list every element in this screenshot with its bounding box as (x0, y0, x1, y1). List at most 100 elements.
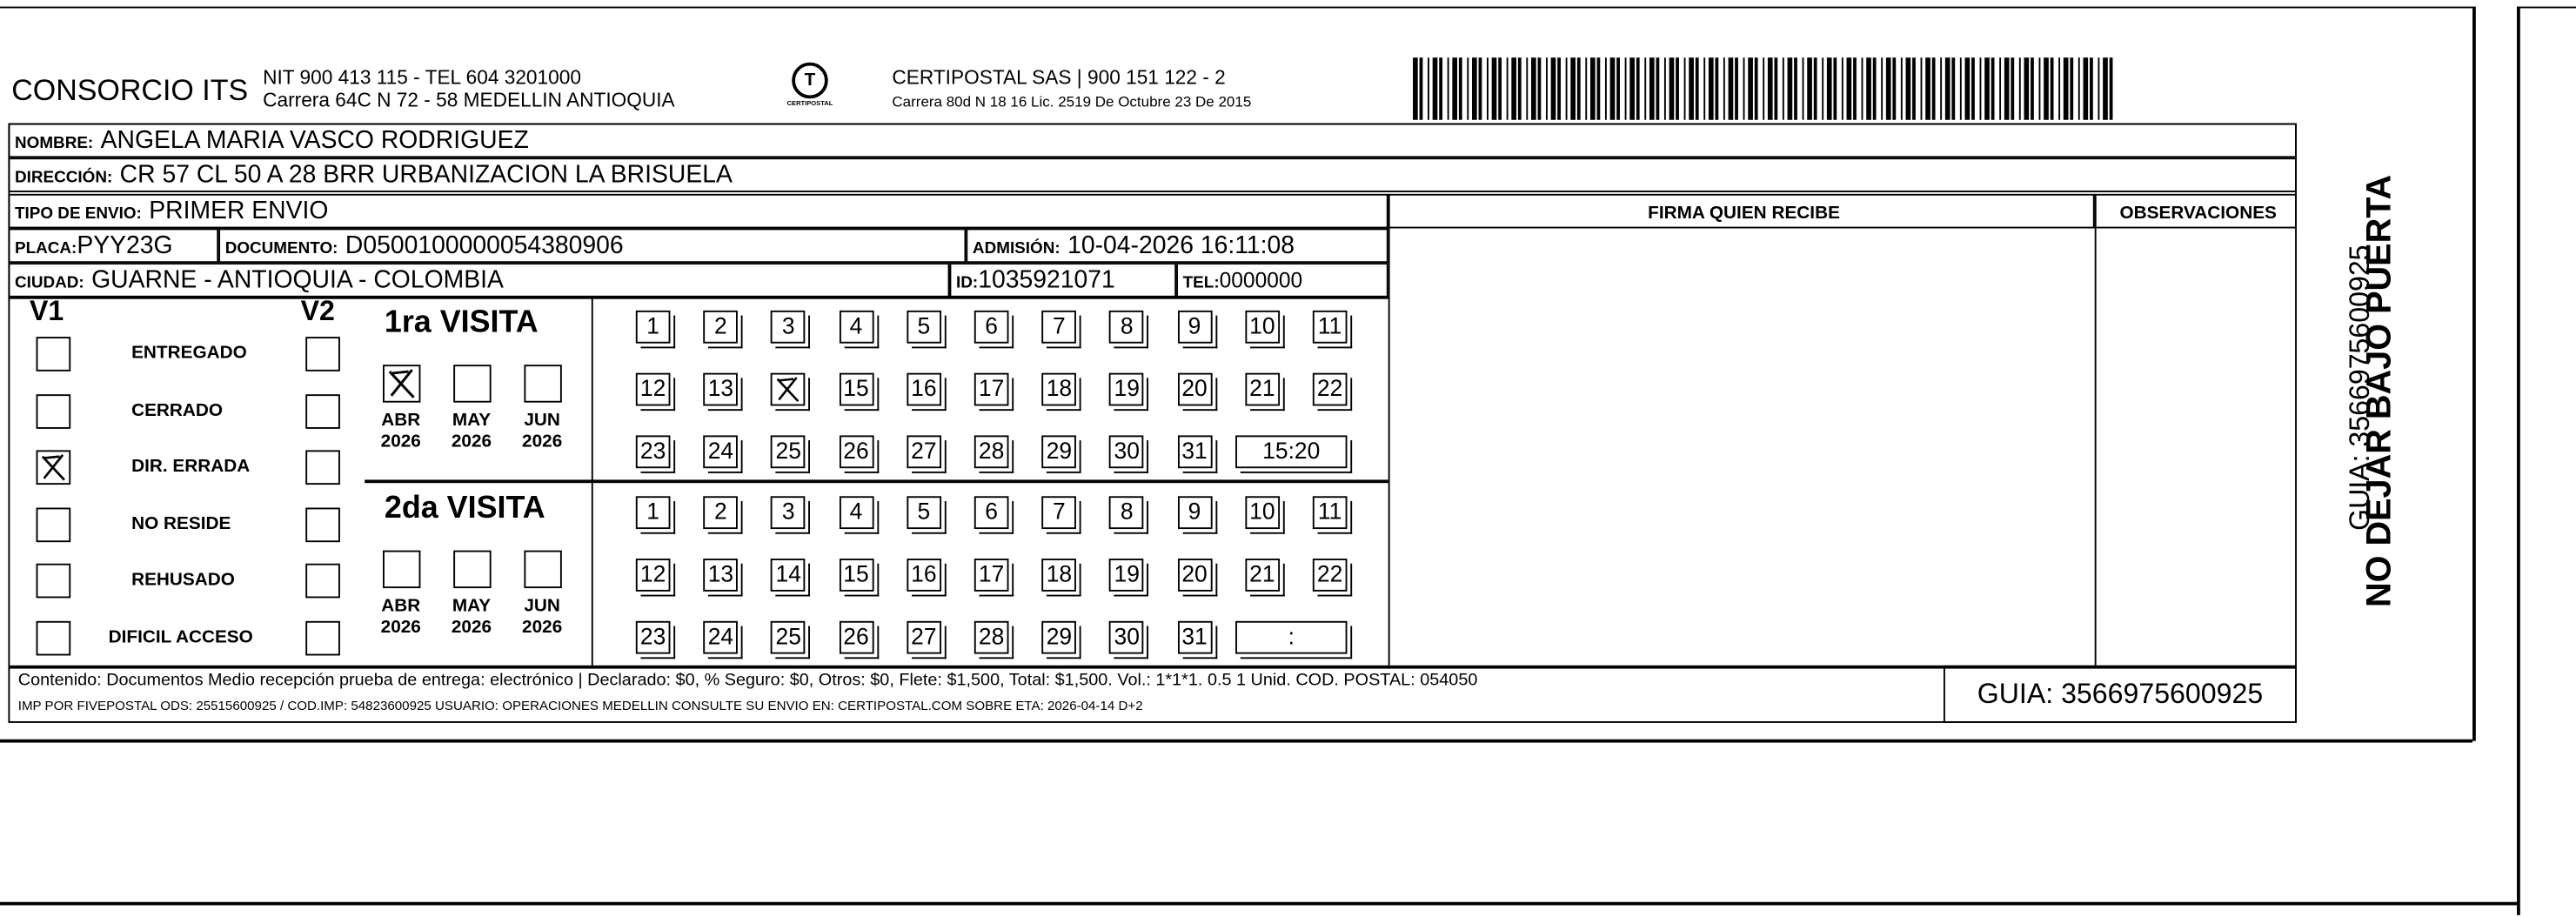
day-box[interactable]: 20 (1177, 559, 1217, 597)
day-box[interactable]: 8 (1109, 496, 1149, 534)
day-box[interactable]: 25 (771, 620, 811, 659)
day-box[interactable]: 4 (839, 496, 879, 534)
v2-checkbox[interactable] (305, 619, 340, 655)
day-box[interactable]: 17 (974, 559, 1014, 597)
day-box[interactable]: 1 (635, 496, 676, 534)
day-box[interactable]: 25 (771, 435, 811, 473)
v2-checkbox[interactable] (305, 563, 340, 599)
barcode-bar (1813, 57, 1817, 120)
day-box[interactable]: 13 (703, 372, 743, 412)
day-box[interactable]: 27 (907, 620, 947, 659)
v2-checkbox[interactable] (305, 506, 340, 542)
day-box[interactable]: 23 (635, 435, 676, 473)
day-box[interactable]: 28 (974, 435, 1014, 473)
day-box[interactable]: 20 (1177, 372, 1217, 412)
v2-checkbox[interactable] (305, 393, 340, 428)
day-box[interactable]: 4 (839, 310, 879, 349)
day-box[interactable]: 6 (974, 310, 1014, 349)
day-box[interactable]: 5 (907, 310, 947, 349)
barcode-bar (1683, 57, 1686, 120)
day-box[interactable]: 28 (974, 620, 1014, 659)
documento-value: D0500100000054380906 (345, 231, 624, 260)
barcode-bar (2004, 57, 2010, 120)
month-label: JUN 2026 (522, 411, 563, 452)
month-checkbox[interactable] (524, 365, 562, 403)
day-box[interactable]: 18 (1041, 559, 1081, 597)
day-box[interactable]: 29 (1041, 620, 1081, 659)
day-box[interactable]: 24 (703, 620, 743, 659)
month-checkbox[interactable] (382, 550, 421, 589)
day-box[interactable]: 2 (703, 310, 743, 349)
day-box[interactable]: 15 (839, 559, 879, 597)
day-box[interactable] (771, 372, 811, 412)
day-box[interactable]: 12 (635, 372, 676, 412)
day-box[interactable]: 14 (771, 559, 811, 597)
barcode-bar (1748, 57, 1753, 120)
barcode-bar (2063, 57, 2069, 120)
day-box[interactable]: 3 (771, 496, 811, 534)
day-box[interactable]: 21 (1245, 559, 1285, 597)
day-box[interactable]: 30 (1109, 435, 1149, 473)
day-box[interactable]: 13 (703, 559, 743, 597)
day-box[interactable]: 31 (1177, 435, 1217, 473)
barcode-bar (1892, 57, 1897, 120)
month-checkbox[interactable] (453, 550, 492, 589)
day-box[interactable]: 9 (1177, 496, 1217, 534)
barcode-bar (1833, 57, 1837, 120)
day-box[interactable]: 3 (771, 310, 811, 349)
barcode-bar (1570, 57, 1576, 120)
day-box[interactable]: 21 (1245, 372, 1285, 412)
day-box[interactable]: 7 (1041, 496, 1081, 534)
v1-checkbox[interactable] (36, 337, 71, 371)
day-box[interactable]: 12 (635, 559, 676, 597)
month-checkbox[interactable] (382, 365, 421, 403)
day-box[interactable]: 1 (635, 310, 676, 349)
company-info: NIT 900 413 115 - TEL 604 3201000 Carrer… (263, 66, 675, 112)
v2-checkbox[interactable] (305, 337, 340, 371)
barcode-bar (2050, 57, 2054, 120)
day-box[interactable]: 26 (839, 435, 879, 473)
day-box[interactable]: 11 (1312, 310, 1353, 349)
day-box[interactable]: 2 (703, 496, 743, 534)
v1-checkbox[interactable] (36, 450, 71, 485)
barcode-bar (1872, 57, 1877, 120)
day-box[interactable]: 23 (635, 620, 676, 659)
day-box[interactable]: 7 (1041, 310, 1081, 349)
day-box[interactable]: 10 (1245, 310, 1285, 349)
day-box[interactable]: 10 (1245, 496, 1285, 534)
day-box[interactable]: 6 (974, 496, 1014, 534)
day-box[interactable]: 19 (1109, 559, 1149, 597)
day-box[interactable]: 16 (907, 559, 947, 597)
day-box[interactable]: 19 (1109, 372, 1149, 412)
day-box[interactable]: 9 (1177, 310, 1217, 349)
v1-checkbox[interactable] (36, 393, 71, 428)
day-box[interactable]: 29 (1041, 435, 1081, 473)
day-box[interactable]: 11 (1312, 496, 1353, 534)
month-checkbox[interactable] (453, 365, 492, 403)
barcode-bar (2098, 57, 2100, 120)
day-box[interactable]: 22 (1312, 372, 1353, 412)
barcode-bar (1846, 57, 1852, 120)
day-box[interactable]: 5 (907, 496, 947, 534)
barcode-bar (1900, 57, 1903, 120)
barcode-bar (1999, 57, 2002, 120)
day-box[interactable]: 30 (1109, 620, 1149, 659)
v1-checkbox[interactable] (36, 563, 71, 599)
day-box[interactable]: 18 (1041, 372, 1081, 412)
day-box[interactable]: 17 (974, 372, 1014, 412)
v1-checkbox[interactable] (36, 619, 71, 655)
v1-checkbox[interactable] (36, 506, 71, 542)
day-box[interactable]: 31 (1177, 620, 1217, 659)
day-box[interactable]: 26 (839, 620, 879, 659)
day-box[interactable]: 16 (907, 372, 947, 412)
day-box[interactable]: 22 (1312, 559, 1353, 597)
divider (2472, 6, 2475, 741)
admision-value: 10-04-2026 16:11:08 (1067, 231, 1295, 260)
month-checkbox[interactable] (524, 550, 562, 589)
divider (365, 479, 1388, 483)
day-box[interactable]: 27 (907, 435, 947, 473)
day-box[interactable]: 15 (839, 372, 879, 412)
v2-checkbox[interactable] (305, 450, 340, 485)
day-box[interactable]: 24 (703, 435, 743, 473)
day-box[interactable]: 8 (1109, 310, 1149, 349)
